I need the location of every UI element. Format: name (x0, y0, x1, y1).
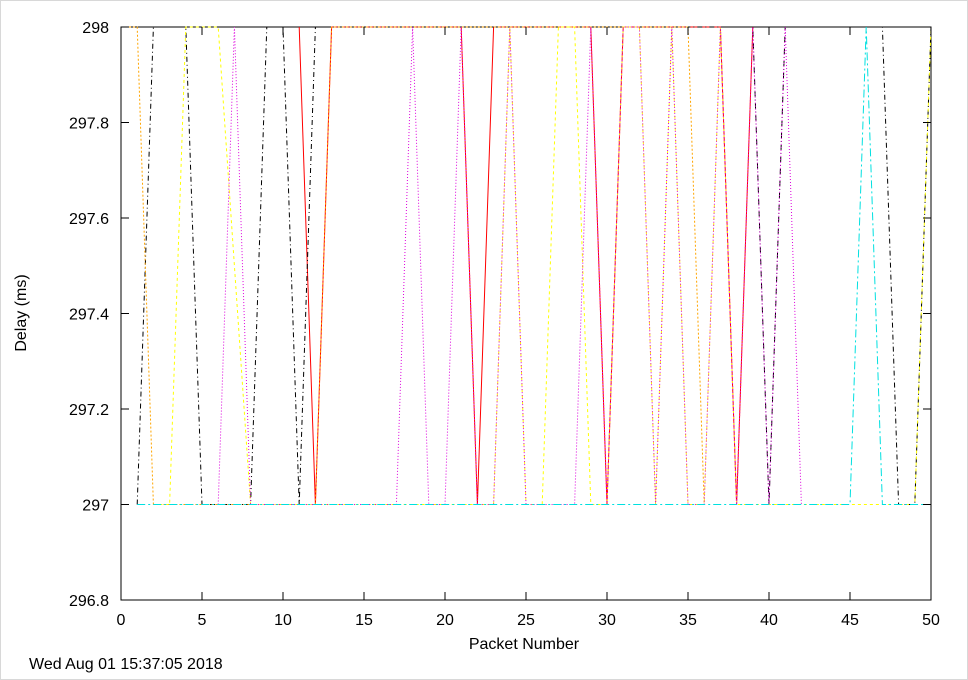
series-line-3 (121, 26, 705, 505)
y-tick-label: 296.8 (69, 593, 109, 610)
y-tick-label: 297.6 (69, 211, 109, 228)
plot-area (120, 26, 932, 601)
y-tick-label: 297.2 (69, 402, 109, 419)
series-layer (121, 26, 932, 505)
x-tick-label: 50 (922, 612, 940, 629)
x-tick-label: 15 (355, 612, 373, 629)
x-tick-label: 10 (274, 612, 292, 629)
x-tick-label: 5 (198, 612, 207, 629)
x-tick-label: 30 (598, 612, 616, 629)
x-tick-label: 25 (517, 612, 535, 629)
x-tick-label: 35 (679, 612, 697, 629)
ticks-layer: 0 5 10 15 20 25 30 35 40 45 50 296.8 297 297.2 297.4 29… (69, 20, 940, 629)
x-tick-label: 20 (436, 612, 454, 629)
x-tick-label: 0 (117, 612, 126, 629)
timestamp-label: Wed Aug 01 15:37:05 2018 (29, 656, 223, 673)
x-tick-label: 45 (841, 612, 859, 629)
series-line-6 (137, 26, 931, 505)
x-tick-label: 40 (760, 612, 778, 629)
x-axis-title: Packet Number (469, 636, 580, 653)
y-tick-label: 297.4 (69, 307, 109, 324)
series-line-2 (136, 26, 932, 505)
y-tick-label: 297.8 (69, 116, 109, 133)
y-tick-label: 297 (82, 498, 109, 515)
y-axis-title: Delay (ms) (13, 274, 30, 351)
y-tick-label: 298 (82, 20, 109, 37)
